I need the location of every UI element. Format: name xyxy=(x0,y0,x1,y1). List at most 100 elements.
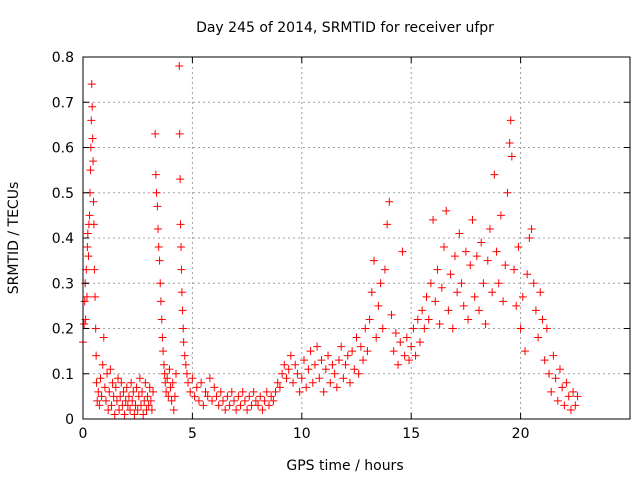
data-point xyxy=(119,387,128,396)
data-point xyxy=(437,283,446,292)
data-point xyxy=(103,369,112,378)
data-point xyxy=(85,211,94,220)
y-tick-label: 0.5 xyxy=(52,186,74,202)
data-point xyxy=(529,279,538,288)
data-point xyxy=(133,405,142,414)
data-point xyxy=(289,378,298,387)
data-point xyxy=(278,369,287,378)
data-point xyxy=(442,206,451,215)
data-point xyxy=(168,378,177,387)
data-point xyxy=(525,234,534,242)
data-point xyxy=(376,279,385,288)
y-tick-label: 0.3 xyxy=(52,276,74,292)
data-point xyxy=(182,369,191,378)
data-point xyxy=(214,401,223,410)
data-point xyxy=(330,369,339,378)
data-point xyxy=(107,401,116,410)
data-point xyxy=(431,297,440,306)
data-point xyxy=(391,329,400,338)
data-point xyxy=(159,360,168,369)
data-point xyxy=(343,351,352,360)
data-point xyxy=(159,347,168,356)
data-point xyxy=(560,401,569,410)
data-point xyxy=(116,392,125,401)
data-point xyxy=(284,365,293,374)
data-point xyxy=(494,279,503,288)
data-point xyxy=(83,243,92,252)
data-point xyxy=(82,265,91,274)
data-point xyxy=(374,301,383,310)
data-point xyxy=(269,396,278,405)
data-point xyxy=(123,401,132,410)
data-point xyxy=(534,333,543,342)
data-point xyxy=(361,324,370,333)
data-point xyxy=(507,152,516,161)
data-point xyxy=(243,405,252,414)
axis-ticks xyxy=(82,56,630,420)
data-point xyxy=(435,319,444,328)
data-point xyxy=(319,387,328,396)
data-point xyxy=(485,224,494,233)
data-point xyxy=(555,365,564,374)
data-point xyxy=(129,387,138,396)
data-point xyxy=(197,378,206,387)
data-point xyxy=(167,396,176,405)
data-point xyxy=(135,374,144,383)
data-point xyxy=(286,351,295,360)
data-point xyxy=(258,405,267,414)
data-point xyxy=(149,387,158,396)
data-point xyxy=(205,374,214,383)
x-axis-label: GPS time / hours xyxy=(286,458,403,474)
data-point xyxy=(450,252,459,261)
data-point xyxy=(470,292,479,301)
data-point xyxy=(86,166,95,175)
data-point xyxy=(304,365,313,374)
data-point xyxy=(91,292,100,301)
data-point xyxy=(422,292,431,301)
data-point xyxy=(225,401,234,410)
data-point xyxy=(256,392,265,401)
data-point xyxy=(176,175,185,184)
data-point xyxy=(295,387,304,396)
data-point xyxy=(88,134,97,143)
data-point xyxy=(223,392,232,401)
data-point xyxy=(418,306,427,315)
data-point xyxy=(160,369,169,378)
y-axis-label: SRMTID / TECUs xyxy=(6,182,22,295)
data-point xyxy=(108,378,117,387)
data-point xyxy=(90,265,99,274)
data-point xyxy=(106,365,115,374)
data-point xyxy=(254,401,263,410)
data-point xyxy=(402,333,411,342)
data-point xyxy=(188,374,197,383)
data-point xyxy=(177,288,186,297)
data-point xyxy=(88,102,97,111)
data-point xyxy=(104,405,113,414)
data-point xyxy=(260,396,269,405)
data-point xyxy=(315,374,324,383)
data-point xyxy=(531,306,540,315)
data-point xyxy=(527,224,536,233)
data-point xyxy=(112,396,121,405)
data-point xyxy=(512,301,521,310)
data-point xyxy=(365,315,374,324)
data-point xyxy=(326,378,335,387)
data-point xyxy=(154,224,163,233)
data-point xyxy=(520,347,529,356)
data-point xyxy=(156,297,165,306)
x-tick-label: 10 xyxy=(293,426,311,442)
data-point xyxy=(151,170,160,179)
data-point xyxy=(175,129,184,138)
data-point xyxy=(169,405,178,414)
data-point xyxy=(332,383,341,392)
chart-title: Day 245 of 2014, SRMTID for receiver ufp… xyxy=(196,20,494,36)
data-point xyxy=(488,288,497,297)
data-point xyxy=(306,347,315,356)
data-point xyxy=(190,392,199,401)
data-point xyxy=(180,351,189,360)
data-point xyxy=(216,387,225,396)
data-point xyxy=(232,405,241,414)
data-point xyxy=(337,342,346,351)
data-point xyxy=(490,170,499,179)
data-point xyxy=(94,387,103,396)
